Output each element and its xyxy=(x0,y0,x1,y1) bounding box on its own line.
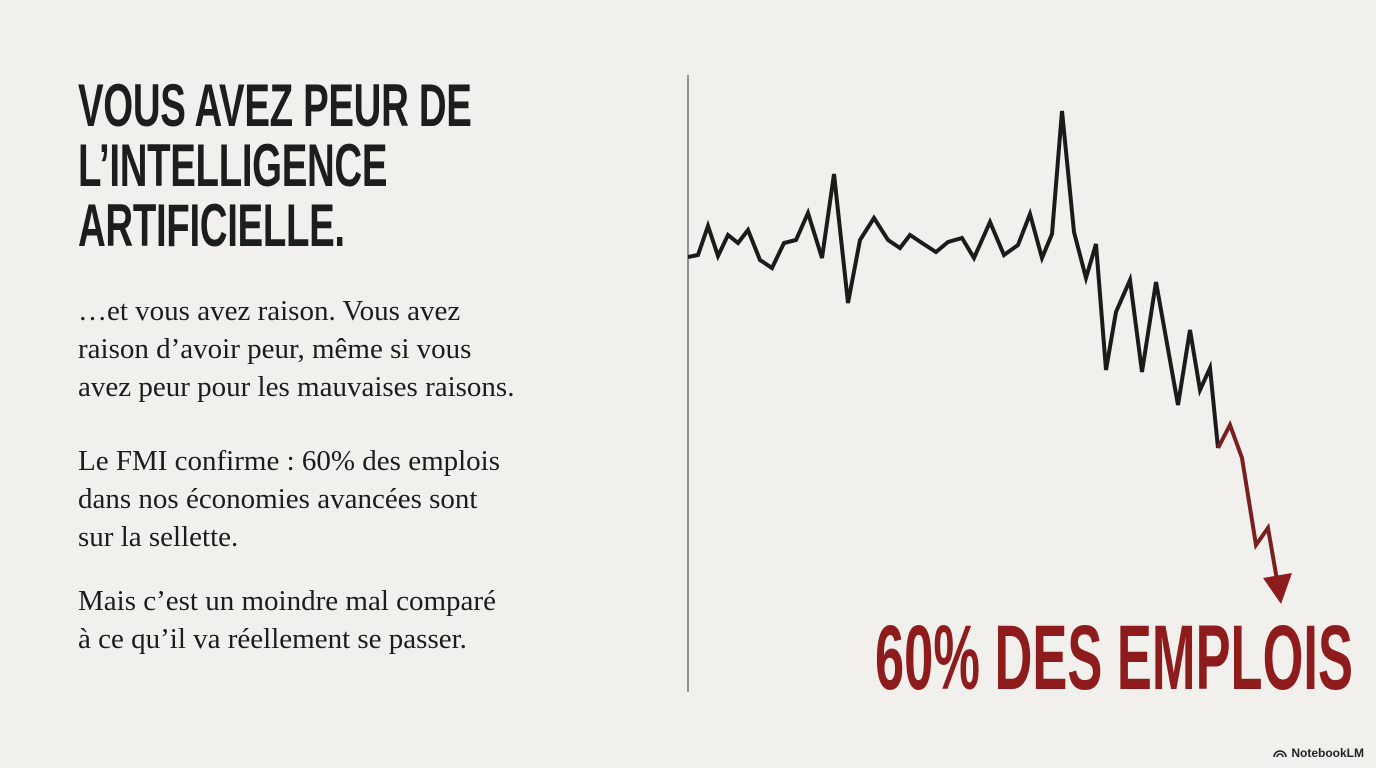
title-line: VOUS AVEZ PEUR DE xyxy=(78,72,472,139)
text-line: sur la sellette. xyxy=(78,521,239,553)
arrow-head xyxy=(1263,573,1292,604)
text-line: Le FMI confirme : 60% des emplois xyxy=(78,445,501,477)
text-line: raison d’avoir peur, même si vous xyxy=(78,333,472,365)
text-line: avez peur pour les mauvaises raisons. xyxy=(78,371,515,403)
paragraph: Mais c’est un moindre mal comparé à ce q… xyxy=(78,582,496,658)
brand-icon xyxy=(1273,750,1288,758)
text-line: dans nos économies avancées sont xyxy=(78,483,478,515)
text-line: à ce qu’il va réellement se passer. xyxy=(78,623,467,655)
text-line: …et vous avez raison. Vous avez xyxy=(78,295,461,327)
paragraph: Le FMI confirme : 60% des emplois dans n… xyxy=(78,442,500,556)
trend-line-falling xyxy=(1216,420,1279,581)
paragraph: …et vous avez raison. Vous avez raison d… xyxy=(78,292,514,406)
trend-line xyxy=(687,110,1220,449)
title-line: L’INTELLIGENCE xyxy=(78,132,388,199)
title-line: ARTIFICIELLE. xyxy=(78,192,345,259)
graphic-label: 60% DES EMPLOIS xyxy=(875,607,1353,709)
brand-name: NotebookLM xyxy=(1291,746,1364,760)
brand: NotebookLM xyxy=(1273,746,1364,760)
text-line: Mais c’est un moindre mal comparé xyxy=(78,585,496,617)
title: VOUS AVEZ PEUR DE L’INTELLIGENCE ARTIFIC… xyxy=(78,76,693,256)
